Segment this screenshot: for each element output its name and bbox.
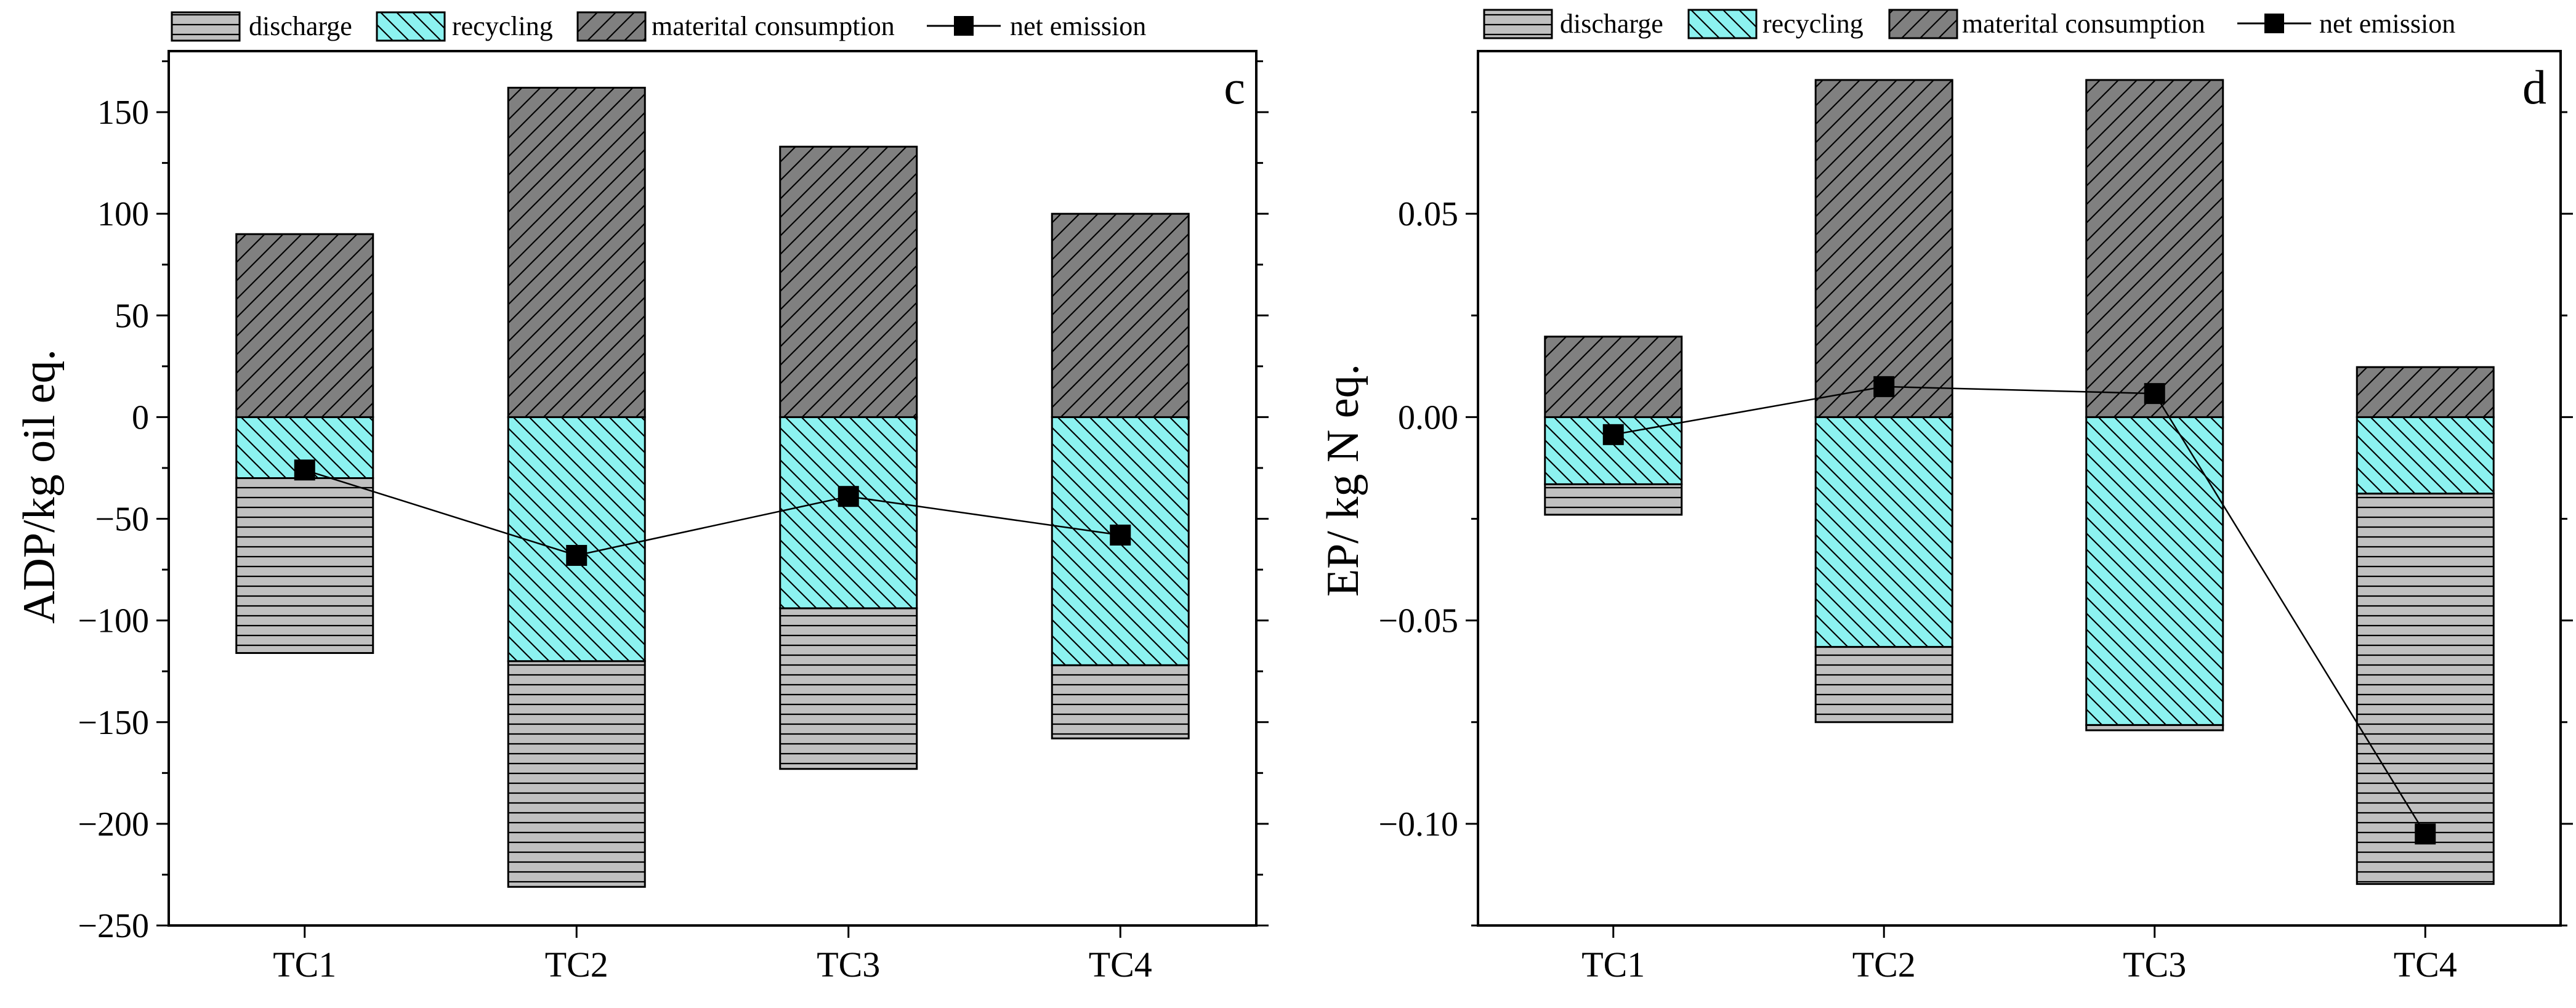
plot-frame bbox=[168, 50, 1258, 927]
panel-label: c bbox=[1224, 60, 1245, 114]
net-emission-marker-tc4 bbox=[1110, 524, 1131, 546]
bar-discharge-tc3 bbox=[779, 607, 918, 770]
bar-discharge-tc1 bbox=[1544, 483, 1683, 516]
legend-swatch-material bbox=[1888, 9, 1958, 39]
y-tick-label: −0.05 bbox=[1378, 602, 1458, 640]
legend-label-discharge: discharge bbox=[1560, 9, 1663, 39]
legend-label-material: materital consumption bbox=[1962, 9, 2205, 39]
legend-label-net: net emission bbox=[2319, 9, 2455, 39]
bar-material-tc4 bbox=[1051, 212, 1190, 418]
net-emission-marker-tc2 bbox=[1873, 376, 1895, 397]
bar-material-tc3 bbox=[2085, 79, 2224, 418]
bar-recycling-tc2 bbox=[507, 416, 646, 663]
legend-label-discharge: discharge bbox=[249, 11, 352, 41]
legend-d: discharge recycling materital consumptio… bbox=[1483, 9, 2455, 39]
y-tick-label: −100 bbox=[78, 602, 149, 640]
y-tick-label: 0 bbox=[132, 398, 149, 437]
bar-discharge-tc2 bbox=[1814, 646, 1953, 724]
legend-label-material: materital consumption bbox=[652, 11, 895, 41]
chart-panel-d: 0.05 0.00 −0.05 −0.10 TC1 TC2 TC3 TC4 EP/ kg N e… bbox=[1318, 50, 2573, 985]
y-axis-label: EP/ kg N eq. bbox=[1318, 364, 1368, 597]
chart-panel-c: 150 100 50 0 −50 −100 −150 −200 −250 TC1 TC2 TC3 TC4… bbox=[14, 50, 1269, 985]
x-tick-label-tc1: TC1 bbox=[273, 945, 336, 985]
legend-marker-net bbox=[954, 16, 974, 36]
legend-swatch-material bbox=[576, 11, 647, 42]
legend-label-recycling: recycling bbox=[1762, 9, 1863, 39]
y-tick-label: 0.05 bbox=[1398, 195, 1458, 233]
net-emission-marker-tc1 bbox=[294, 459, 315, 481]
bar-material-tc2 bbox=[507, 86, 646, 418]
legend-c: discharge recycling materital consumptio… bbox=[171, 11, 1146, 42]
y-tick-label: −150 bbox=[78, 704, 149, 742]
y-tick-label: 0.00 bbox=[1398, 398, 1458, 437]
legend-label-recycling: recycling bbox=[452, 11, 553, 41]
y-axis-label: ADP/kg oil eq. bbox=[14, 349, 65, 624]
x-tick-label-tc2: TC2 bbox=[545, 945, 608, 985]
y-tick-label: 100 bbox=[97, 195, 149, 233]
legend-swatch-discharge bbox=[171, 11, 241, 42]
net-emission-marker-tc1 bbox=[1602, 424, 1624, 445]
bar-discharge-tc2 bbox=[507, 660, 646, 888]
y-tick-label: −250 bbox=[78, 907, 149, 945]
x-tick-label-tc4: TC4 bbox=[1089, 945, 1152, 985]
bar-material-tc1 bbox=[235, 233, 374, 418]
panel-label: d bbox=[2522, 60, 2546, 114]
bar-material-tc4 bbox=[2356, 366, 2495, 418]
net-emission-marker-tc3 bbox=[2144, 383, 2165, 405]
bar-recycling-tc1 bbox=[1544, 416, 1683, 485]
bar-recycling-tc3 bbox=[2085, 416, 2224, 726]
legend-marker-net bbox=[2264, 14, 2284, 33]
y-tick-label: −200 bbox=[78, 805, 149, 844]
legend-label-net: net emission bbox=[1010, 11, 1146, 41]
bar-material-tc3 bbox=[779, 145, 918, 418]
bar-discharge-tc4 bbox=[2356, 493, 2495, 885]
y-tick-label: −0.10 bbox=[1378, 805, 1458, 844]
bar-recycling-tc4 bbox=[2356, 416, 2495, 495]
x-tick-label-tc1: TC1 bbox=[1581, 945, 1645, 985]
x-tick-label-tc4: TC4 bbox=[2394, 945, 2457, 985]
net-emission-line bbox=[304, 469, 1121, 557]
bar-discharge-tc4 bbox=[1051, 664, 1190, 740]
x-tick-label-tc3: TC3 bbox=[817, 945, 880, 985]
legend-swatch-recycling bbox=[376, 11, 446, 42]
legend-swatch-discharge bbox=[1483, 9, 1553, 39]
x-tick-label-tc2: TC2 bbox=[1852, 945, 1916, 985]
plot-frame bbox=[1477, 50, 2562, 927]
net-emission-line bbox=[1613, 385, 2426, 835]
legend-swatch-recycling bbox=[1687, 9, 1758, 39]
net-emission-marker-tc4 bbox=[2415, 823, 2436, 845]
y-tick-label: 50 bbox=[115, 297, 149, 335]
bar-material-tc2 bbox=[1814, 79, 1953, 418]
y-tick-label: 150 bbox=[97, 94, 149, 132]
net-emission-marker-tc3 bbox=[838, 486, 859, 507]
bar-recycling-tc2 bbox=[1814, 416, 1953, 648]
net-emission-marker-tc2 bbox=[566, 544, 587, 566]
x-tick-label-tc3: TC3 bbox=[2123, 945, 2186, 985]
bar-material-tc1 bbox=[1544, 336, 1683, 418]
y-tick-label: −50 bbox=[95, 501, 149, 539]
bar-recycling-tc3 bbox=[779, 416, 918, 610]
bar-discharge-tc1 bbox=[235, 477, 374, 654]
